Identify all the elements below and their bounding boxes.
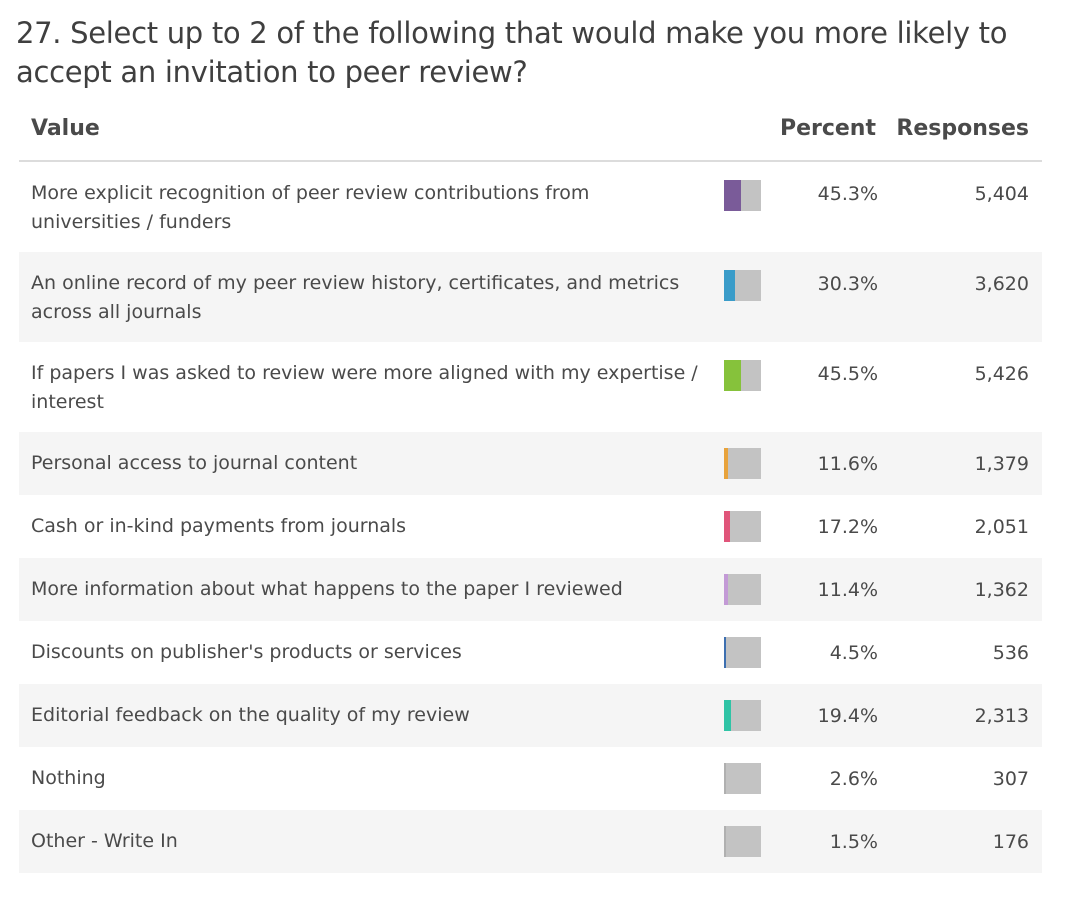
row-label: More information about what happens to t…: [31, 578, 623, 600]
table-row: Cash or in-kind payments from journals 17…: [19, 495, 1042, 558]
table-row: Nothing 2.6% 307: [19, 747, 1042, 810]
responses-value: 5,404: [974, 183, 1029, 205]
percent-bar: [724, 826, 761, 857]
percent-value: 45.3%: [817, 183, 878, 205]
percent-bar: [724, 637, 761, 668]
percent-bar-fill: [724, 574, 728, 605]
table-row: More information about what happens to t…: [19, 558, 1042, 621]
percent-value: 11.6%: [817, 453, 878, 475]
value-column-header: Value: [31, 116, 100, 141]
table-row: More explicit recognition of peer review…: [19, 162, 1042, 252]
percent-bar: [724, 180, 761, 211]
responses-value: 307: [992, 768, 1029, 790]
percent-bar-fill: [724, 700, 731, 731]
table-body: More explicit recognition of peer review…: [19, 162, 1042, 873]
percent-bar-fill: [724, 826, 726, 857]
percent-value: 45.5%: [817, 363, 878, 385]
responses-value: 5,426: [974, 363, 1029, 385]
percent-bar: [724, 511, 761, 542]
row-label: Cash or in-kind payments from journals: [31, 515, 407, 537]
row-label: If papers I was asked to review were mor…: [31, 362, 698, 413]
row-label: Editorial feedback on the quality of my …: [31, 704, 470, 726]
percent-bar: [724, 270, 761, 301]
row-label: More explicit recognition of peer review…: [31, 182, 590, 233]
percent-bar-fill: [724, 511, 730, 542]
percent-bar-fill: [724, 180, 741, 211]
percent-bar-fill: [724, 270, 735, 301]
responses-value: 1,379: [974, 453, 1029, 475]
row-label: Discounts on publisher's products or ser…: [31, 641, 462, 663]
table-row: Discounts on publisher's products or ser…: [19, 621, 1042, 684]
responses-value: 2,313: [974, 705, 1029, 727]
percent-bar: [724, 574, 761, 605]
percent-column-header: Percent: [779, 116, 876, 141]
percent-bar: [724, 700, 761, 731]
responses-value: 1,362: [974, 579, 1029, 601]
table-row: An online record of my peer review histo…: [19, 252, 1042, 342]
percent-value: 2.6%: [829, 768, 878, 790]
percent-value: 4.5%: [829, 642, 878, 664]
responses-value: 536: [992, 642, 1029, 664]
table-header: Value Percent Responses: [19, 102, 1042, 162]
row-label: Personal access to journal content: [31, 452, 358, 474]
percent-bar: [724, 763, 761, 794]
responses-value: 176: [992, 831, 1029, 853]
results-table: Value Percent Responses More explicit re…: [19, 102, 1042, 873]
question-title: 27. Select up to 2 of the following that…: [16, 16, 1008, 89]
table-row: If papers I was asked to review were mor…: [19, 342, 1042, 432]
row-label: An online record of my peer review histo…: [31, 272, 680, 323]
table-row: Editorial feedback on the quality of my …: [19, 684, 1042, 747]
percent-bar-fill: [724, 448, 728, 479]
percent-bar: [724, 360, 761, 391]
percent-bar-fill: [724, 763, 726, 794]
percent-value: 1.5%: [829, 831, 878, 853]
table-row: Other - Write In 1.5% 176: [19, 810, 1042, 873]
table-row: Personal access to journal content 11.6% 1…: [19, 432, 1042, 495]
responses-column-header: Responses: [896, 116, 1029, 141]
percent-value: 11.4%: [817, 579, 878, 601]
percent-value: 17.2%: [817, 516, 878, 538]
percent-bar: [724, 448, 761, 479]
percent-value: 19.4%: [817, 705, 878, 727]
row-label: Nothing: [31, 767, 106, 789]
row-label: Other - Write In: [31, 830, 178, 852]
percent-bar-fill: [724, 637, 726, 668]
percent-bar-fill: [724, 360, 741, 391]
responses-value: 2,051: [974, 516, 1029, 538]
responses-value: 3,620: [974, 273, 1029, 295]
percent-value: 30.3%: [817, 273, 878, 295]
